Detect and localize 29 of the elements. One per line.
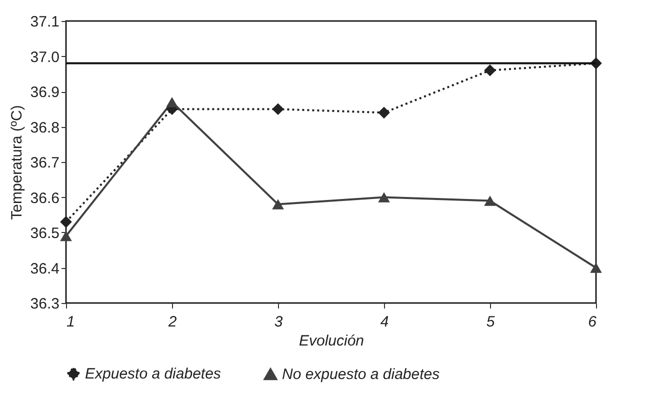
x-tick-label: 4 <box>380 314 389 330</box>
x-tick-label: 2 <box>167 314 178 330</box>
x-tick-label: 5 <box>486 314 496 330</box>
y-tick-label: 36.4 <box>30 260 60 278</box>
point <box>60 230 72 242</box>
point <box>166 96 178 108</box>
x-tick-label: 6 <box>588 314 598 330</box>
point <box>60 216 72 228</box>
y-tick-label: 36.7 <box>30 154 60 172</box>
point <box>378 106 390 119</box>
legend-label: Expuesto a diabetes <box>85 366 222 383</box>
y-tick-label: 37.1 <box>30 14 60 30</box>
legend-label: No expuesto a diabetes <box>282 366 440 384</box>
point <box>378 192 390 202</box>
y-axis-title: Temperatura (ºC) <box>8 105 26 220</box>
x-tick-label: 1 <box>66 314 75 330</box>
y-tick-label: 37.0 <box>30 48 60 66</box>
point <box>272 103 284 116</box>
y-tick-label: 36.9 <box>30 84 60 101</box>
point <box>272 199 284 210</box>
y-tick-label: 36.5 <box>30 225 60 242</box>
x-tick-label: 3 <box>274 314 284 330</box>
x-axis-title: Evolución <box>298 332 364 350</box>
y-tick-label: 36.8 <box>30 119 60 136</box>
point <box>484 196 496 206</box>
y-tick-label: 36.6 <box>30 190 60 207</box>
point <box>484 64 496 76</box>
y-tick-label: 36.3 <box>30 296 60 312</box>
point <box>590 262 602 273</box>
